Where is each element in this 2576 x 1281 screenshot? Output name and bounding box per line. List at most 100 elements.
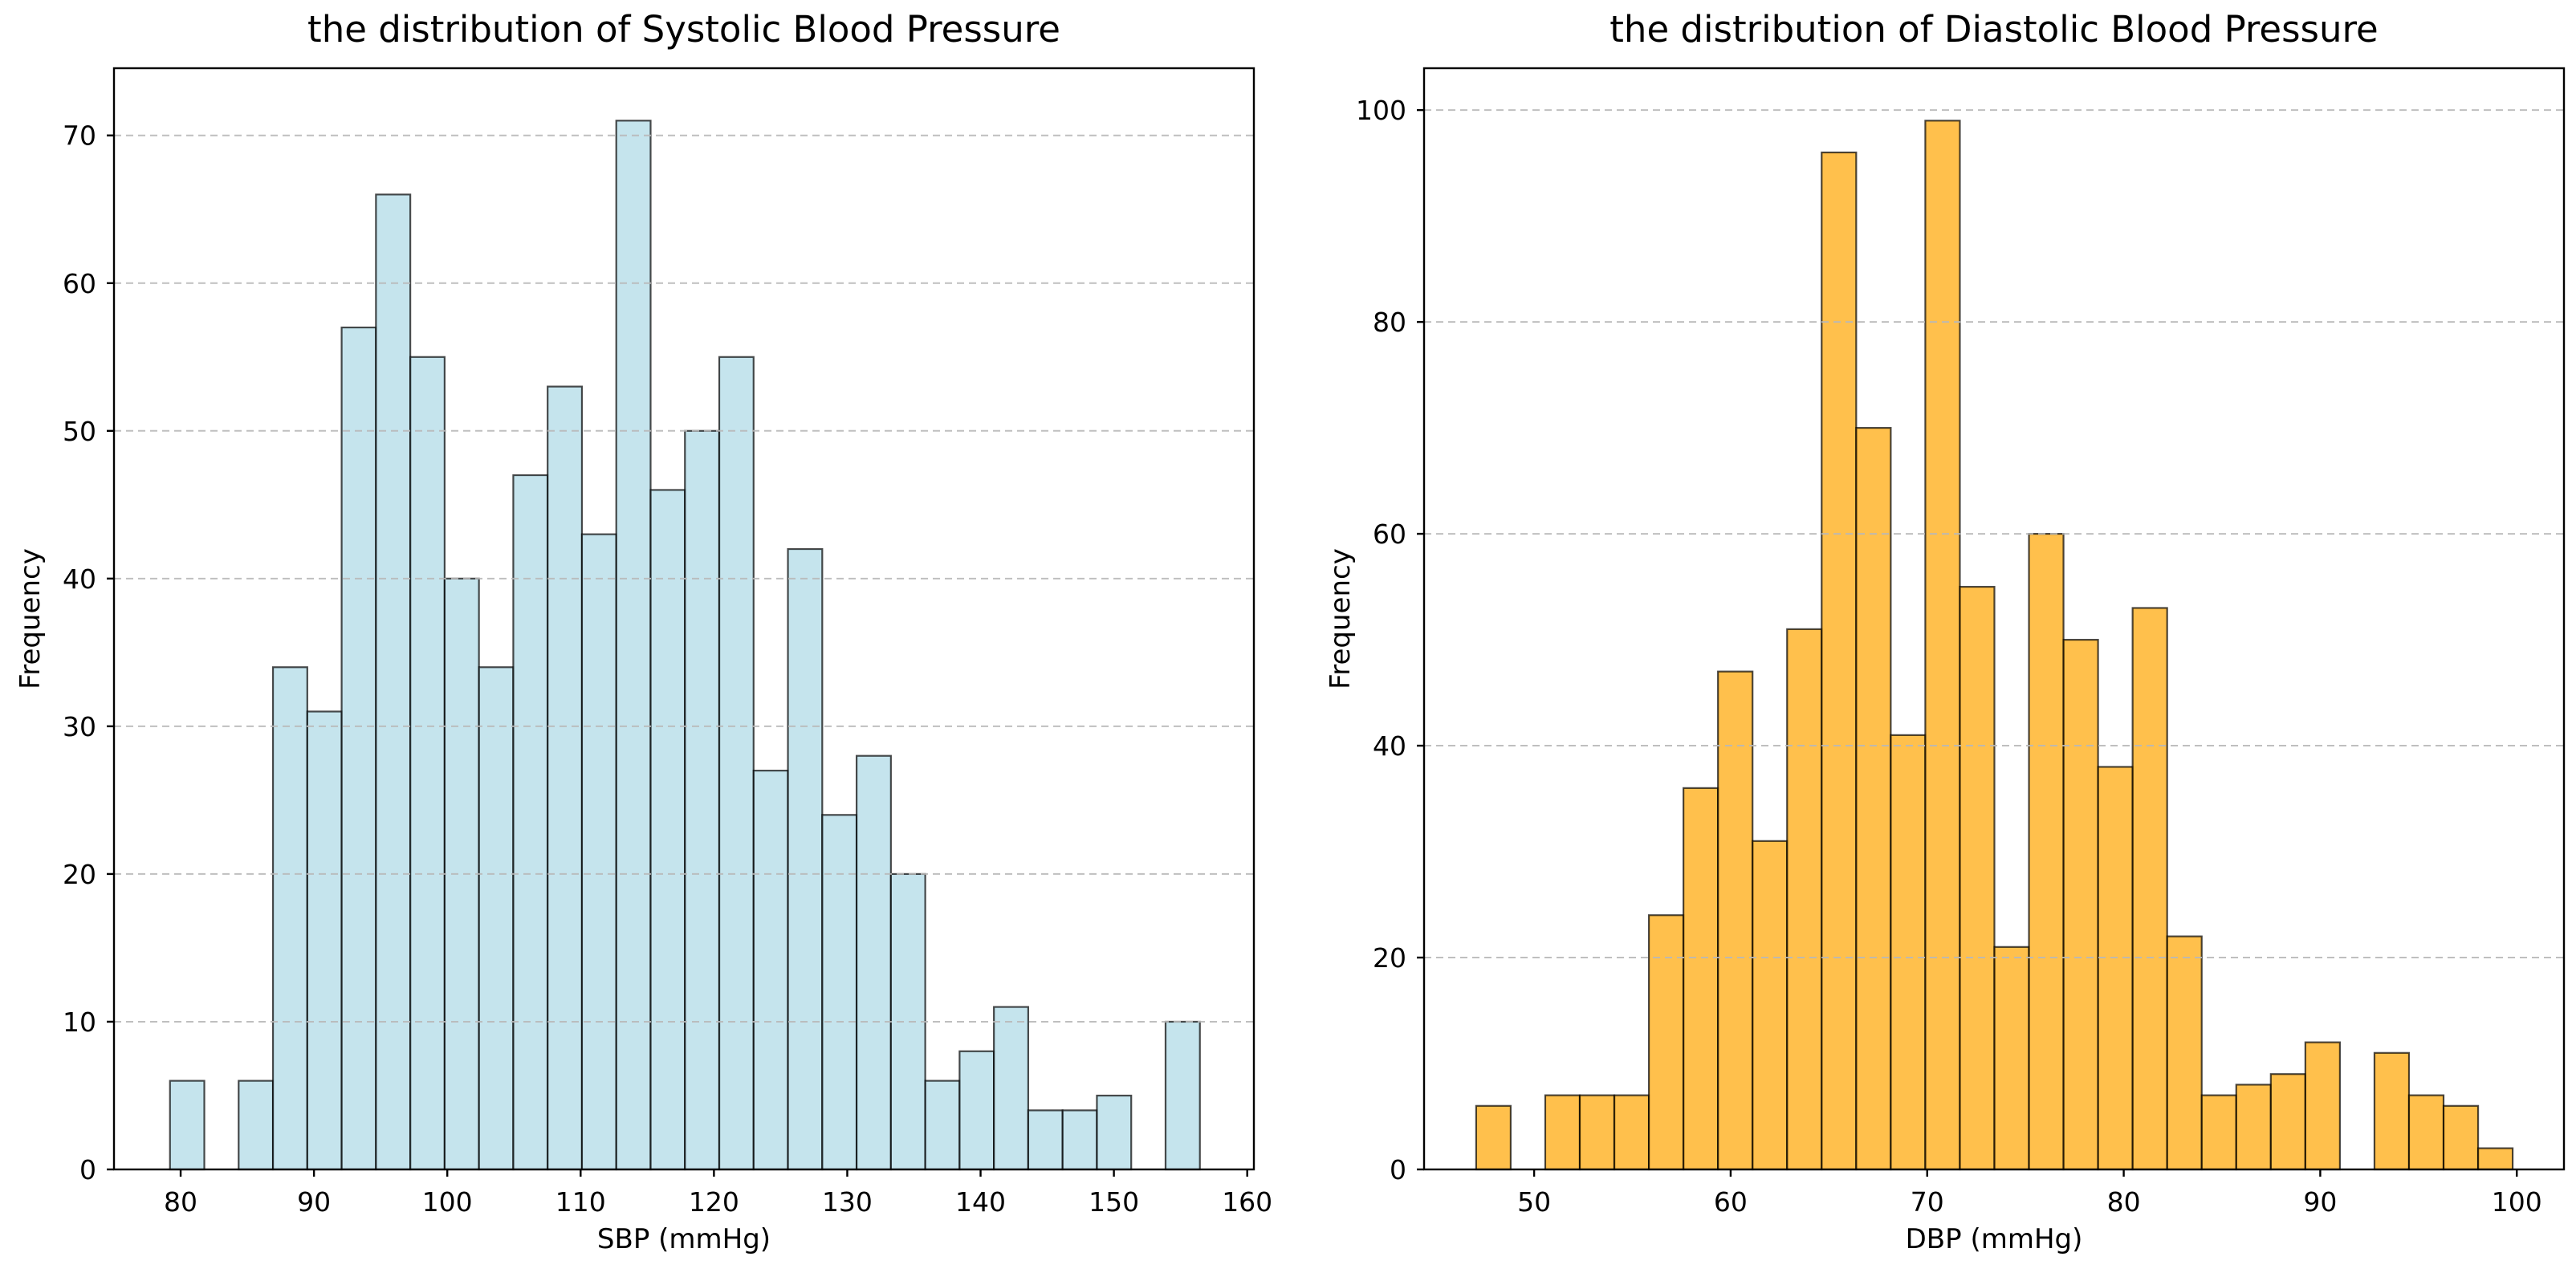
x-tick-label: 100	[422, 1186, 473, 1218]
histogram-bar	[2028, 532, 2065, 1171]
histogram-bar	[684, 429, 721, 1171]
y-axis-ticks: 0 10 20 30 40 50 60 70	[63, 120, 114, 1185]
histogram-bar	[306, 710, 343, 1171]
histogram-bar	[1786, 628, 1823, 1171]
histogram-bar	[889, 872, 926, 1171]
histogram-bar	[1613, 1094, 1650, 1171]
y-tick-label: 80	[1373, 307, 1406, 338]
histogram-bar	[2235, 1084, 2272, 1171]
histogram-bar	[649, 489, 686, 1171]
histogram-bars	[1475, 120, 2514, 1171]
histogram-bar	[787, 547, 824, 1171]
x-tick-label: 160	[1222, 1186, 1272, 1218]
y-tick-label: 60	[1373, 518, 1406, 550]
histogram-bar	[855, 754, 892, 1171]
histogram-bar	[718, 356, 755, 1171]
histogram-bar	[409, 356, 446, 1171]
x-tick-label: 130	[822, 1186, 873, 1218]
x-tick-label: 120	[689, 1186, 739, 1218]
y-tick-label: 10	[63, 1007, 96, 1038]
dbp-plot-area: 50 60 70 80 90 100 0 20 40 60 80 100	[1356, 67, 2566, 1218]
histogram-bars	[169, 120, 1201, 1171]
histogram-bar	[238, 1080, 275, 1171]
histogram-bar	[580, 533, 617, 1171]
histogram-bar	[958, 1050, 995, 1171]
histogram-bar	[2062, 638, 2099, 1171]
x-tick-label: 90	[2303, 1186, 2337, 1218]
sbp-x-axis-label: SBP (mmHg)	[596, 1223, 771, 1255]
histogram-bar	[1924, 120, 1961, 1171]
y-tick-label: 30	[63, 711, 96, 742]
sbp-chart-title: the distribution of Systolic Blood Press…	[307, 8, 1060, 51]
dbp-histogram-panel: the distribution of Diastolic Blood Pres…	[1288, 0, 2576, 1281]
histogram-bar	[2476, 1147, 2514, 1171]
histogram-bar	[2442, 1104, 2480, 1171]
x-tick-label: 80	[2107, 1186, 2141, 1218]
histogram-bar	[2200, 1094, 2237, 1171]
y-tick-label: 40	[63, 563, 96, 595]
y-tick-label: 20	[1373, 942, 1406, 974]
y-tick-label: 50	[63, 416, 96, 447]
histogram-bar	[512, 474, 549, 1171]
y-tick-label: 0	[79, 1154, 96, 1185]
histogram-bar	[1578, 1094, 1616, 1171]
x-tick-label: 140	[955, 1186, 1006, 1218]
x-axis-ticks: 50 60 70 80 90 100	[1517, 1169, 2542, 1218]
histogram-bar	[547, 385, 584, 1171]
histogram-bar	[1096, 1094, 1133, 1171]
histogram-bar	[1544, 1094, 1581, 1171]
y-gridlines	[114, 134, 1254, 1023]
x-tick-label: 60	[1714, 1186, 1748, 1218]
histogram-bar	[271, 666, 308, 1171]
histogram-bar	[2166, 935, 2203, 1171]
x-tick-label: 110	[555, 1186, 606, 1218]
histogram-bar	[615, 120, 652, 1171]
y-tick-label: 100	[1356, 95, 1406, 126]
histogram-bar	[1027, 1109, 1064, 1171]
histogram-bar	[2269, 1073, 2306, 1171]
histogram-bar	[1061, 1109, 1098, 1171]
histogram-bar	[1890, 734, 1927, 1171]
dbp-chart-title: the distribution of Diastolic Blood Pres…	[1609, 8, 2379, 51]
y-tick-label: 0	[1390, 1154, 1406, 1185]
histogram-bar	[443, 577, 480, 1171]
histogram-bar	[2304, 1041, 2341, 1171]
histogram-bar	[1993, 946, 2030, 1171]
axes-spines	[1422, 67, 2566, 1171]
axes-spines	[112, 67, 1255, 1171]
histogram-bar	[1959, 585, 1996, 1171]
histogram-bar	[752, 769, 789, 1171]
x-axis-ticks: 80 90 100 110 120 130 140 150 160	[164, 1169, 1272, 1218]
x-tick-label: 80	[164, 1186, 197, 1218]
histogram-bar	[821, 814, 858, 1171]
histogram-bar	[2131, 607, 2168, 1171]
histogram-bar	[2097, 766, 2134, 1171]
histogram-bar	[1855, 426, 1892, 1171]
x-tick-label: 50	[1517, 1186, 1551, 1218]
x-tick-label: 100	[2492, 1186, 2542, 1218]
histogram-bar	[1647, 914, 1685, 1171]
histogram-bar	[2373, 1051, 2411, 1171]
y-tick-label: 20	[63, 859, 96, 890]
x-tick-label: 150	[1089, 1186, 1139, 1218]
histogram-bar	[924, 1080, 961, 1171]
histogram-bar	[2407, 1094, 2445, 1171]
histogram-bar	[1683, 787, 1719, 1171]
histogram-bar	[340, 326, 377, 1171]
histogram-bar	[1717, 670, 1754, 1171]
x-tick-label: 90	[297, 1186, 331, 1218]
y-tick-label: 70	[63, 120, 96, 152]
y-tick-label: 40	[1373, 730, 1406, 762]
histogram-bar	[1752, 840, 1789, 1171]
histogram-bar	[1821, 151, 1858, 1171]
dbp-x-axis-label: DBP (mmHg)	[1905, 1223, 2083, 1255]
sbp-plot-area: 80 90 100 110 120 130 140 150 160 0 10 20 30 40 50 60 70	[63, 67, 1272, 1218]
sbp-y-axis-label: Frequency	[14, 548, 47, 689]
dbp-y-axis-label: Frequency	[1325, 548, 1357, 689]
histogram-bar	[478, 666, 515, 1171]
histogram-bar	[169, 1080, 206, 1171]
histogram-bar	[993, 1006, 1030, 1171]
x-tick-label: 70	[1911, 1186, 1944, 1218]
y-tick-label: 60	[63, 268, 96, 299]
